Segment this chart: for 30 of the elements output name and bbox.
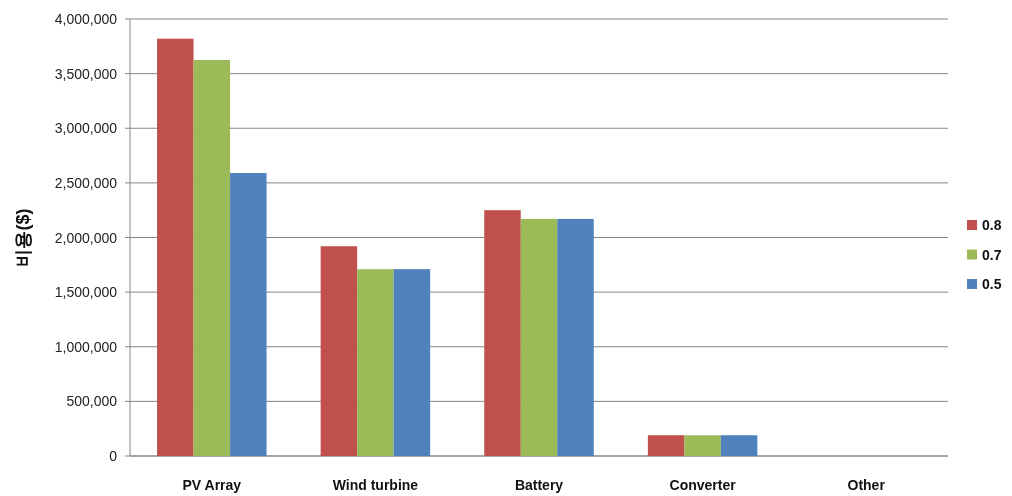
bar <box>193 59 231 456</box>
bar <box>520 218 558 456</box>
bar <box>230 173 267 456</box>
bar <box>357 269 394 456</box>
x-tick-label: Other <box>847 477 886 493</box>
y-tick-label: 3,000,000 <box>54 120 118 137</box>
bar <box>157 38 194 456</box>
bar <box>557 218 594 456</box>
bar <box>484 210 521 456</box>
bar <box>684 435 721 456</box>
bar <box>720 435 758 456</box>
y-tick-label: 1,000,000 <box>54 338 118 355</box>
y-tick-label: 3,500,000 <box>54 65 118 82</box>
x-tick-label: Battery <box>514 477 564 493</box>
bar <box>647 435 685 456</box>
legend-label: 0.7 <box>982 246 1002 263</box>
y-axis-title: 비용($) <box>13 208 33 267</box>
x-tick-label: Wind turbine <box>332 477 419 493</box>
legend-label: 0.5 <box>982 276 1002 292</box>
x-tick-label: Converter <box>669 477 737 493</box>
x-tick-label: PV Array <box>182 477 242 493</box>
y-tick-label: 500,000 <box>66 393 118 410</box>
y-tick-label: 2,000,000 <box>54 229 118 246</box>
y-tick-label: 2,500,000 <box>54 174 118 191</box>
legend-label: 0.8 <box>982 217 1002 233</box>
y-tick-label: 4,000,000 <box>54 11 118 27</box>
y-tick-label: 0 <box>109 448 118 464</box>
bar <box>393 269 431 456</box>
y-tick-label: 1,500,000 <box>54 284 118 301</box>
bar <box>320 246 358 456</box>
